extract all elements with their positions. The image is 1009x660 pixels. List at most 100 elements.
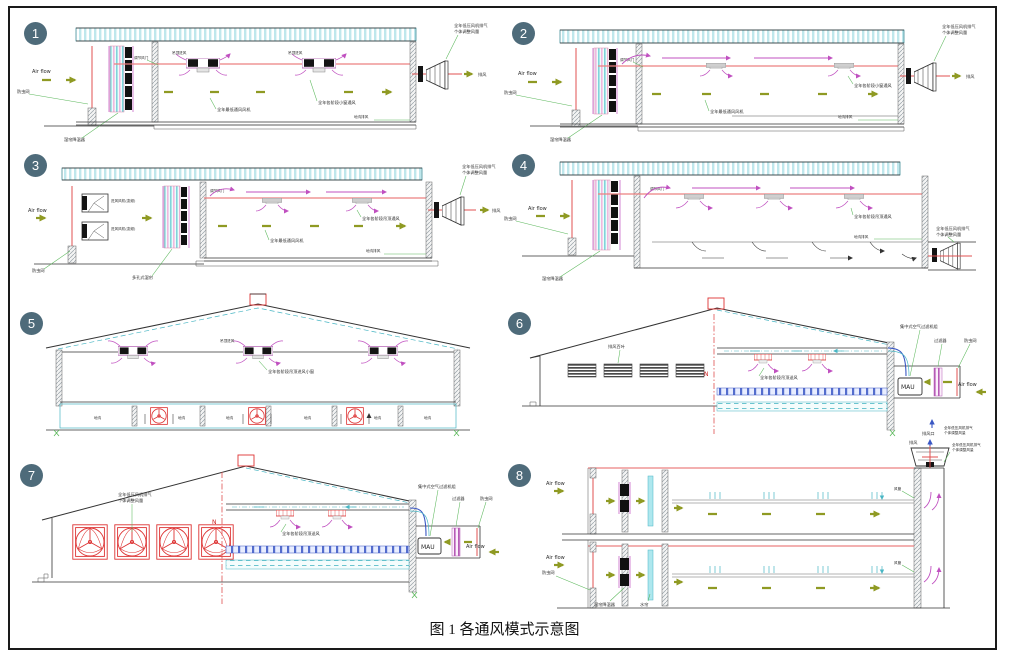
duct-label-1: 风管 [894,486,902,491]
inlet-fan-1 [81,193,109,213]
diffuser-1 [255,198,288,211]
story-2: Air flow 防虫网 风管 [542,540,939,609]
panel-1-number-badge: 1 [24,22,47,45]
exhaust-label: 排风 [478,71,487,78]
pit-band [716,401,888,412]
louver-label: 排风百叶 [608,343,626,350]
diffuser-3 [835,194,872,208]
exhaust-note-1: 全年低压风机排气 [952,442,981,447]
panel-8: 8 排风 全年低压风机排气 个体调整风量 Air flow [502,438,990,610]
exhaust-fan [906,62,937,92]
water-curtain-label: 水帘 [640,601,648,608]
diffuser-2 [345,198,378,211]
insect-screen-label: 防虫网 [480,495,493,502]
airflow-label-1: Air flow [546,481,565,487]
exhaust-note-1: 全年低压风机排气 [942,23,976,30]
diffuser-1 [675,194,712,208]
exhaust-note-2: 个体调整风量 [118,497,143,504]
airflow-label: Air flow [28,208,47,214]
cooling-pad [108,45,134,113]
diagram-2-svg: Air flow 防虫网 湿帘降温器 调节风门 [504,23,976,143]
damper-label: 调节风门 [650,186,665,191]
min-vent-label: 全年最低通风风机 [217,106,251,113]
airflow-label: Air flow [958,382,977,388]
stage-ceiling-label: 全年各阶段吊顶通风 [362,215,401,222]
diagram-grid: 1 Air flow 防虫网 湿帘降温器 调节风门 [14,14,991,610]
pit-exhaust-label: 地沟排风 [854,234,869,239]
ceiling-supply-label: 全年各阶段吊顶送风 [760,374,799,381]
diagram-3-svg: Air flow 防虫网 进风风机(变频) 进风风机(变频) [28,163,501,281]
panel-5-number-badge: 5 [20,312,43,335]
pit-label-3: 地沟 [226,415,234,420]
stage-ceiling-label: 全年各阶段吊顶通风 [854,213,893,220]
exhaust-note-1: 全年低压风机排气 [454,22,488,29]
panel-5: 5 吊顶进风 全年各阶段吊顶进风 [14,286,502,438]
pit-label-5: 地沟 [374,415,382,420]
pit-fan-2 [248,407,266,425]
pier [87,107,97,126]
pit-label-1: 地沟 [94,415,102,420]
ceiling-inlet-1 [175,54,230,76]
panel-6: 6 排风百叶 N [502,286,990,438]
airflow-label-2: Air flow [546,555,565,561]
exhaust-note-2: 个体调整风量 [454,28,479,35]
inlet-fan-2 [81,221,109,241]
story-1: Air flow 风管 [546,467,939,535]
exhaust-note-1: 全年低压风机排气 [118,491,152,498]
cooling-pad [592,47,618,115]
red-diffuser-1 [269,510,300,527]
exhaust-outlet-label: 排风口 [922,430,935,437]
stage-window-label: 全年各阶段小窗通风 [854,82,893,89]
diffuser-2 [755,194,792,208]
airflow-label: Air flow [466,544,485,550]
slatted-floor [225,545,410,554]
roof-hatch [75,27,417,42]
insect-screen-label: 防虫网 [17,88,30,95]
diagram-8-svg: 排风 全年低压风机排气 个体调整风量 Air flow [542,439,981,609]
exhaust-label: 排风 [492,207,501,214]
pit-exhaust-label: 地沟排风 [354,114,369,119]
inlet-window-label: 全年各阶段吊顶进风小窗 [268,368,314,375]
exhaust-label: 排风 [966,73,975,80]
ceiling-inlet-1 [107,340,158,363]
ceiling-duct [226,504,409,510]
ceiling-inlet-2 [232,340,283,363]
red-diffuser-2 [321,510,352,527]
low-exhaust-fan [928,241,976,271]
panel-2-number-badge: 2 [512,22,535,45]
cooling-pad-label: 湿帘降温器 [64,136,86,143]
exhaust-note-1: 全年低压风机排气 [462,163,496,170]
insect-screen-label: 防虫网 [504,89,517,96]
panel-8-number-badge: 8 [508,464,531,487]
red-diffuser-1 [747,354,778,371]
panel-1: 1 Air flow 防虫网 湿帘降温器 调节风门 [14,14,502,146]
cooling-pad [592,179,621,251]
panel-7-number-badge: 7 [20,464,43,487]
pit-band [225,559,410,570]
pit-label-4: 地沟 [304,415,312,420]
closed-inlet-1 [699,63,732,76]
shaft-wall [913,467,922,609]
n-mark: N [212,519,217,526]
exhaust-note-1: 全年低压风机排气 [936,225,970,232]
diagram-5-svg: 吊顶进风 全年各阶段吊顶进风小窗 地沟 地沟 地沟 地沟 地沟 地沟 [45,293,471,437]
diagram-4-svg: Air flow 防虫网 湿帘降温器 调节风门 [504,161,976,282]
airflow-label: Air flow [528,206,547,212]
panel-3: 3 Air flow 防虫网 进风风机(变频) 进风风机(变频) [14,146,502,286]
ceiling-inlet-2 [291,54,346,76]
exhaust-label: 排风 [909,439,918,446]
pit-exhaust-label: 地沟排风 [366,248,381,253]
central-unit-label: 集中式空气过滤机组 [418,483,456,490]
diagram-7-svg: 全年低压风机排气 个体调整风量 N 全年各阶段吊顶送风 [32,454,499,604]
diagram-1-svg: Air flow 防虫网 湿帘降温器 调节风门 [17,22,488,143]
panel-3-number-badge: 3 [24,154,47,177]
red-diffuser-2 [801,354,832,371]
panel-2: 2 Air flow 防虫网 湿帘降温器 调节风门 [502,14,990,146]
pit: 地沟 地沟 地沟 地沟 地沟 地沟 [59,403,457,429]
insect-screen-label: 防虫网 [32,267,45,274]
slatted-floor [716,387,888,396]
insect-screen-label: 防虫网 [504,215,517,222]
diagram-6-svg: 排风百叶 N 全年各阶段吊顶送风 [522,297,986,437]
insect-screen-label: 防虫网 [964,337,977,344]
pit-exhaust-label: 地沟排风 [838,114,853,119]
